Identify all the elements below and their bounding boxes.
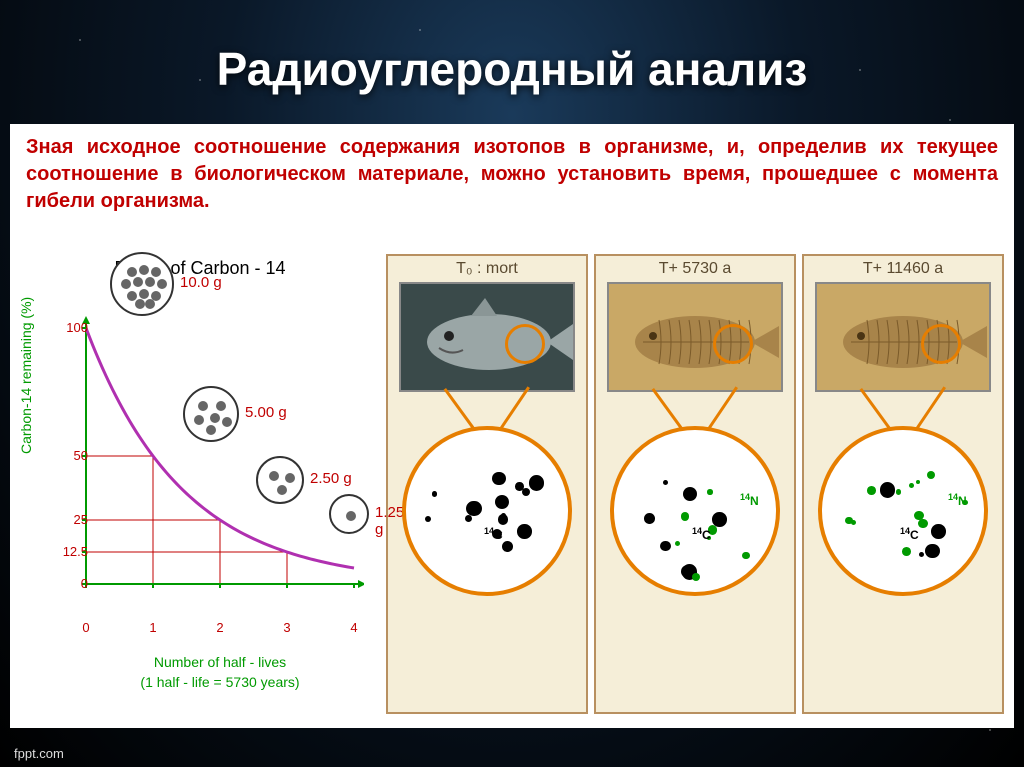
ytick-label: 50 (48, 448, 88, 463)
n14-dot (914, 511, 924, 521)
page-title: Радиоуглеродный анализ (0, 42, 1024, 96)
stage-title: T+ 11460 a (863, 260, 943, 282)
n14-dot (867, 486, 876, 495)
c14-dot (425, 516, 432, 523)
decay-chart: Decay of Carbon - 14 Carbon-14 remaining… (20, 254, 380, 714)
ytick-label: 12.5 (48, 544, 88, 559)
magnifier-line (913, 386, 946, 432)
magnifier-line (705, 386, 738, 432)
c14-label: 14C (900, 526, 919, 542)
fish-image (815, 282, 991, 392)
c14-dot (432, 491, 437, 496)
c14-label: 14C (692, 526, 711, 542)
n14-label: 14N (948, 492, 967, 508)
magnifier-ring-icon (505, 324, 545, 364)
decay-chart-svg (76, 314, 364, 614)
c14-dot (644, 513, 655, 524)
c14-dot (515, 482, 523, 490)
ytick-label: 0 (48, 576, 88, 591)
panels-row: Decay of Carbon - 14 Carbon-14 remaining… (20, 254, 1004, 714)
stage-title: T₀ : mort (456, 260, 518, 282)
n14-dot (675, 541, 680, 546)
n14-dot (902, 547, 911, 556)
description-text: Зная исходное соотношение содержания изо… (26, 134, 998, 215)
atom-cluster-icon (183, 386, 239, 442)
mass-label: 1.25 g (375, 504, 404, 538)
c14-dot (663, 480, 668, 485)
n14-dot (851, 520, 856, 525)
n14-dot (742, 552, 749, 559)
n14-dot (918, 519, 927, 528)
c14-dot (683, 487, 697, 501)
n14-dot (681, 512, 690, 521)
c14-dot (495, 495, 509, 509)
stage-panel: T+ 11460 a 14C 14N (802, 254, 1004, 714)
n14-dot (909, 483, 914, 488)
c14-dot (465, 515, 472, 522)
stage-panel: T+ 5730 a 14C 14N (594, 254, 796, 714)
y-axis-label: Carbon-14 remaining (%) (18, 297, 34, 454)
fish-image (399, 282, 575, 392)
mass-label: 2.50 g (310, 470, 352, 487)
sample-circle: 14C (402, 426, 572, 596)
atom-cluster-icon (110, 252, 174, 316)
c14-dot (925, 544, 939, 558)
xtick-label: 2 (210, 620, 230, 635)
c14-dot (502, 541, 513, 552)
xtick-label: 1 (143, 620, 163, 635)
atom-cluster-icon (329, 494, 369, 534)
magnifier-ring-icon (713, 324, 753, 364)
mass-label: 10.0 g (180, 274, 222, 291)
sample-circle: 14C 14N (610, 426, 780, 596)
watermark: fppt.com (14, 746, 64, 761)
mass-label: 5.00 g (245, 404, 287, 421)
stages-row: T₀ : mort 14C T+ 5730 a (386, 254, 1004, 714)
ytick-label: 25 (48, 512, 88, 527)
stage-title: T+ 5730 a (659, 260, 732, 282)
ytick-label: 100 (48, 320, 88, 335)
c14-dot (492, 472, 505, 485)
c14-dot (517, 524, 531, 538)
atom-cluster-icon (256, 456, 304, 504)
xtick-label: 4 (344, 620, 364, 635)
n14-dot (927, 471, 935, 479)
stage-panel: T₀ : mort 14C (386, 254, 588, 714)
c14-dot (919, 552, 924, 557)
n14-label: 14N (740, 492, 759, 508)
c14-dot (498, 514, 508, 524)
c14-dot (931, 524, 945, 538)
fish-image (607, 282, 783, 392)
c14-dot (466, 501, 482, 517)
n14-dot (692, 573, 700, 581)
xtick-label: 3 (277, 620, 297, 635)
x-axis-label: Number of half - lives (76, 654, 364, 670)
magnifier-line (497, 386, 530, 432)
c14-label: 14C (484, 526, 503, 542)
sample-circle: 14C 14N (818, 426, 988, 596)
n14-dot (916, 480, 921, 485)
x-axis-sublabel: (1 half - life = 5730 years) (76, 674, 364, 690)
n14-dot (896, 489, 901, 494)
c14-dot (660, 541, 670, 551)
c14-dot (529, 475, 545, 491)
content-panel: Зная исходное соотношение содержания изо… (10, 124, 1014, 728)
magnifier-ring-icon (921, 324, 961, 364)
n14-dot (707, 489, 712, 494)
xtick-label: 0 (76, 620, 96, 635)
c14-dot (880, 482, 896, 498)
